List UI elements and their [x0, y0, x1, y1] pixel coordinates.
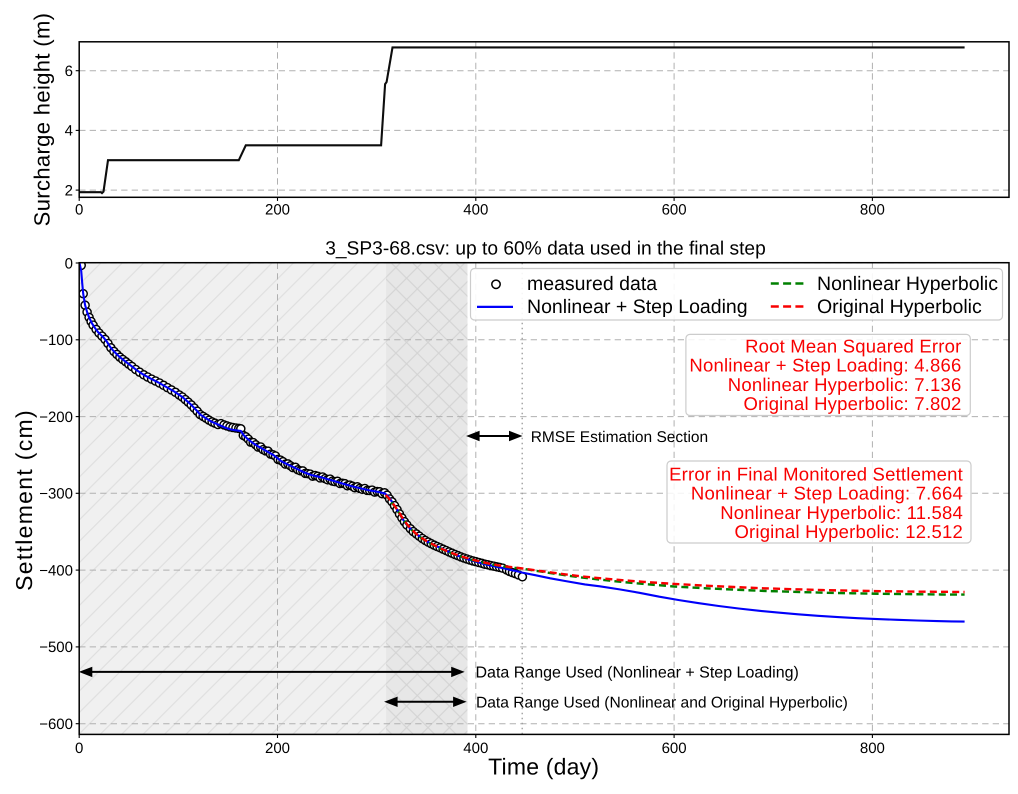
svg-text:3_SP3-68.csv: up to 60% data u: 3_SP3-68.csv: up to 60% data used in the… [325, 239, 766, 260]
svg-text:200: 200 [265, 202, 290, 219]
svg-text:Error in Final Monitored Settl: Error in Final Monitored Settlement [669, 464, 963, 485]
svg-text:4: 4 [65, 123, 73, 140]
svg-text:600: 600 [662, 740, 687, 757]
svg-text:400: 400 [463, 740, 488, 757]
svg-text:0: 0 [65, 255, 73, 272]
svg-text:Root Mean Squared Error: Root Mean Squared Error [745, 335, 961, 356]
svg-text:Settlement (cm): Settlement (cm) [11, 409, 37, 591]
svg-text:600: 600 [662, 202, 687, 219]
svg-text:Nonlinear Hyperbolic: Nonlinear Hyperbolic [817, 273, 998, 295]
svg-text:RMSE Estimation Section: RMSE Estimation Section [531, 429, 708, 446]
svg-text:Time (day): Time (day) [488, 753, 599, 779]
svg-text:−300: −300 [39, 486, 73, 503]
svg-text:Nonlinear + Step Loading: Nonlinear + Step Loading [527, 296, 748, 318]
svg-text:−500: −500 [39, 639, 73, 656]
svg-text:2: 2 [65, 182, 73, 199]
svg-text:−200: −200 [39, 409, 73, 426]
svg-text:400: 400 [463, 202, 488, 219]
svg-text:800: 800 [860, 740, 885, 757]
svg-text:measured data: measured data [527, 273, 657, 295]
svg-text:0: 0 [75, 202, 83, 219]
svg-text:Original Hyperbolic: Original Hyperbolic [817, 296, 982, 318]
svg-text:Nonlinear + Step Loading: 4.86: Nonlinear + Step Loading: 4.866 [689, 355, 961, 376]
svg-text:0: 0 [75, 740, 83, 757]
svg-text:6: 6 [65, 63, 73, 80]
svg-text:Data Range Used (Nonlinear and: Data Range Used (Nonlinear and Original … [476, 694, 848, 711]
svg-text:−600: −600 [39, 716, 73, 733]
svg-text:Data Range Used (Nonlinear + S: Data Range Used (Nonlinear + Step Loadin… [476, 664, 799, 681]
svg-text:Surcharge height (m): Surcharge height (m) [29, 13, 54, 227]
svg-text:Nonlinear Hyperbolic: 11.584: Nonlinear Hyperbolic: 11.584 [720, 502, 963, 523]
svg-text:Original Hyperbolic: 7.802: Original Hyperbolic: 7.802 [743, 393, 961, 414]
svg-text:Original Hyperbolic: 12.512: Original Hyperbolic: 12.512 [734, 521, 963, 542]
svg-text:−100: −100 [39, 332, 73, 349]
svg-text:Nonlinear + Step Loading: 7.66: Nonlinear + Step Loading: 7.664 [691, 483, 963, 504]
svg-text:Nonlinear Hyperbolic: 7.136: Nonlinear Hyperbolic: 7.136 [728, 374, 962, 395]
svg-text:−400: −400 [39, 562, 73, 579]
svg-text:200: 200 [265, 740, 290, 757]
svg-text:800: 800 [860, 202, 885, 219]
